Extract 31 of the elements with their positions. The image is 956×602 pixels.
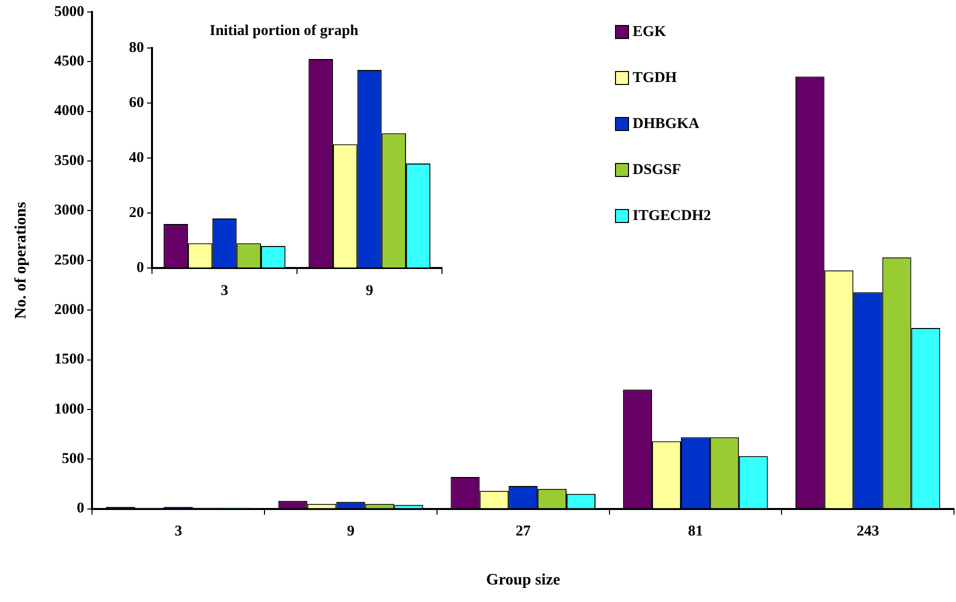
y-tick-label: 500 <box>62 450 84 467</box>
y-tick-label: 20 <box>129 204 144 221</box>
legend-label: ITGECDH2 <box>632 208 711 224</box>
y-tick-label: 2500 <box>54 252 84 268</box>
y-tick-label: 0 <box>76 500 84 517</box>
y-tick-label: 5000 <box>54 4 84 20</box>
chart-title: Initial portion of graph <box>210 22 360 39</box>
y-tick-label: 3000 <box>54 202 84 219</box>
y-tick-label: 40 <box>129 150 144 166</box>
x-tick-label: 3 <box>174 524 182 540</box>
x-tick-label: 9 <box>366 282 374 299</box>
x-tick-label: 243 <box>856 524 880 540</box>
legend-label: TGDH <box>632 70 677 86</box>
y-tick-label: 1500 <box>54 352 84 368</box>
y-tick-label: 2000 <box>54 302 84 318</box>
legend-label: DSGSF <box>632 162 681 178</box>
y-tick-label: 60 <box>129 94 144 111</box>
y-tick-label: 3500 <box>54 152 84 169</box>
x-tick-label: 81 <box>688 524 703 540</box>
y-tick-label: 0 <box>136 260 144 276</box>
x-tick-label: 9 <box>346 524 354 540</box>
y-tick-label: 4500 <box>54 54 84 70</box>
legend-label: EGK <box>632 24 666 40</box>
x-axis-title: Group size <box>486 572 560 589</box>
y-tick-label: 80 <box>129 40 144 56</box>
legend-label: DHBGKA <box>632 116 700 132</box>
y-tick-label: 4000 <box>54 103 84 120</box>
y-axis-title: No. of operations <box>12 202 30 319</box>
y-tick-label: 1000 <box>54 401 84 418</box>
x-tick-label: 27 <box>516 524 532 540</box>
x-tick-label: 3 <box>220 282 228 299</box>
